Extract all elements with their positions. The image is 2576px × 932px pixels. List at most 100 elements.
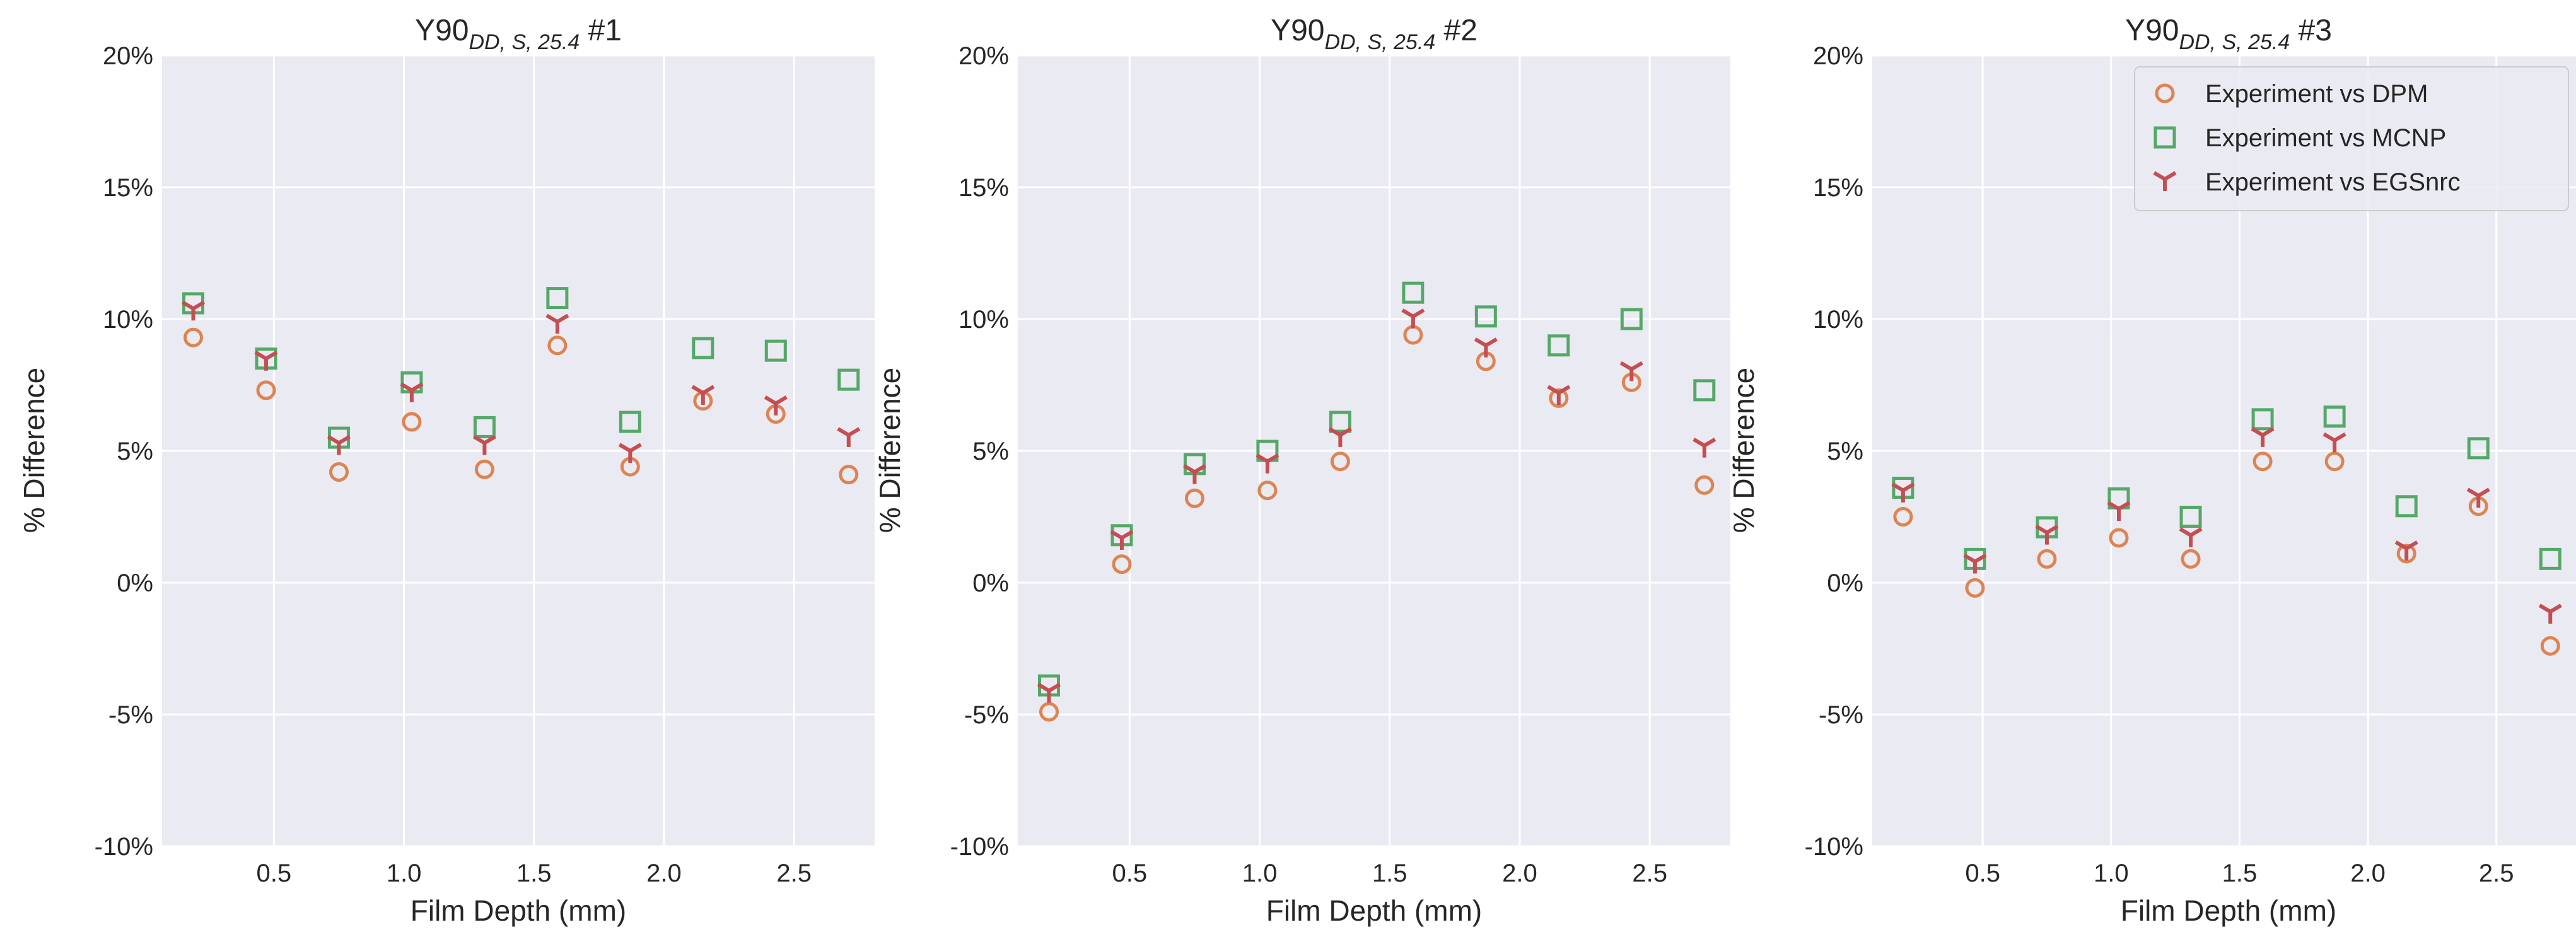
- panel-3-title-suffix: #3: [2290, 14, 2332, 47]
- panel-1-x-tick-label: 1.0: [387, 859, 422, 887]
- panel-3-data-point: [2037, 549, 2057, 569]
- panel-3-data-point: [2538, 603, 2562, 624]
- panel-1-title: Y90DD, S, 25.4 #1: [415, 14, 622, 54]
- panel-2-data-point: [1474, 305, 1497, 328]
- panel-1: Y90DD, S, 25.4 #1 Film Depth (mm) % Diff…: [18, 14, 626, 927]
- panel-3-data-point: [2251, 427, 2275, 447]
- panel-1-x-tick-label: 1.5: [516, 859, 552, 887]
- panel-3-data-point: [2179, 527, 2203, 547]
- panel-1-data-point: [254, 351, 278, 371]
- panel-2-data-point: [1620, 308, 1643, 330]
- panel-1-series-3: [181, 300, 861, 463]
- panel-1-data-point: [472, 434, 496, 455]
- panel-2-data-point: [1330, 451, 1350, 472]
- panel-3-title: Y90DD, S, 25.4 #3: [2125, 14, 2332, 54]
- panel-2-x-tick-label: 0.5: [1112, 859, 1148, 887]
- panel-2-data-point: [1182, 463, 1206, 484]
- panel-1-x-axis-label: Film Depth (mm): [411, 894, 626, 927]
- panel-2-data-point: [1328, 427, 1352, 447]
- panel-1-data-point: [837, 427, 861, 447]
- panel-1-data-point: [545, 313, 569, 334]
- panel-2-title: Y90DD, S, 25.4 #2: [1271, 14, 1477, 54]
- panel-2-plot: -10% -5% 0% 5% 10% 15% 20% 0.5 1.0 1.5 2.0 2.5: [950, 42, 1730, 887]
- panel-1-data-point: [692, 337, 714, 359]
- panel-1-x-tick-label: 2.0: [646, 859, 682, 887]
- panel-1-y-tick-label: 5%: [117, 438, 153, 465]
- panel-1-y-axis-label: % Difference: [18, 368, 50, 533]
- panel-1-x-tick-label: 2.5: [776, 859, 812, 887]
- panel-2-data-point: [1039, 702, 1059, 722]
- panel-3-data-point: [2467, 437, 2490, 460]
- panel-3-x-tick-label: 1.5: [2222, 859, 2258, 887]
- panel-2: Y90DD, S, 25.4 #2 Film Depth (mm) % Diff…: [873, 14, 1482, 927]
- panel-2-y-tick-label: 10%: [959, 306, 1009, 334]
- panel-3-data-point: [2107, 501, 2131, 521]
- panel-3-x-tick-label: 2.5: [2479, 859, 2514, 887]
- legend-marker-3: [2153, 171, 2177, 191]
- panel-2-data-point: [1474, 337, 1498, 358]
- panel-3-data-point: [2251, 408, 2274, 431]
- legend-marker-1: [2155, 83, 2175, 103]
- panel-1-x-tick-label: 0.5: [257, 859, 292, 887]
- panel-2-y-tick-label: -10%: [950, 833, 1009, 861]
- panel-1-data-point: [256, 380, 276, 400]
- panel-3-y-tick-label: -10%: [1805, 833, 1863, 861]
- panel-2-data-point: [1401, 308, 1425, 329]
- panel-3-data-point: [2035, 524, 2059, 545]
- panel-3-data-point: [2324, 451, 2345, 472]
- panel-1-plot: -10% -5% 0% 5% 10% 15% 20% 0.5 1.0 1.5 2.0 2.5: [95, 42, 875, 887]
- panel-2-x-tick-label: 1.0: [1242, 859, 1278, 887]
- panel-2-data-point: [1112, 554, 1132, 574]
- panel-2-data-point: [1547, 334, 1570, 357]
- legend-marker-2: [2153, 126, 2176, 149]
- panel-3-y-tick-label: -5%: [1819, 701, 1863, 729]
- panel-1-y-tick-label: 10%: [103, 306, 153, 334]
- panel-3-x-tick-label: 0.5: [1965, 859, 2000, 887]
- panel-1-data-point: [619, 411, 641, 433]
- panel-3-data-point: [1963, 553, 1987, 574]
- panel-3-y-tick-label: 10%: [1813, 306, 1863, 334]
- panel-2-data-point: [1329, 411, 1351, 433]
- panel-1-data-point: [837, 368, 860, 391]
- panel-3-series-3: [1891, 427, 2562, 624]
- panel-2-data-point: [1693, 379, 1716, 402]
- panel-1-data-point: [839, 465, 859, 485]
- panel-1-data-point: [691, 385, 715, 405]
- legend-label-3: Experiment vs EGSnrc: [2205, 168, 2461, 196]
- panel-2-data-point: [1256, 453, 1279, 474]
- panel-2-y-tick-label: 0%: [972, 569, 1009, 597]
- panel-2-x-tick-label: 2.5: [1632, 859, 1667, 887]
- panel-2-series-3: [1037, 308, 1716, 703]
- panel-3-data-point: [1893, 507, 1913, 527]
- panel-3: Y90DD, S, 25.4 #3 Film Depth (mm) % Diff…: [1727, 14, 2336, 927]
- panel-3-y-tick-label: 5%: [1827, 438, 1863, 465]
- panel-2-title-suffix: #2: [1435, 14, 1477, 47]
- panel-2-y-tick-label: 15%: [959, 174, 1009, 202]
- panel-2-y-tick-label: -5%: [964, 701, 1009, 729]
- panel-3-title-main: Y90: [2125, 14, 2179, 47]
- panel-3-plot: -10% -5% 0% 5% 10% 15% 20% 0.5 1.0 1.5 2.0 2.5 Exper…: [1805, 42, 2576, 887]
- panel-2-x-tick-label: 1.5: [1372, 859, 1407, 887]
- panel-2-data-point: [1184, 488, 1204, 508]
- panel-3-y-tick-label: 15%: [1813, 174, 1863, 202]
- panel-2-y-tick-label: 5%: [972, 438, 1009, 465]
- panel-1-title-suffix: #1: [580, 14, 622, 47]
- panel-3-data-point: [1891, 482, 1915, 503]
- panel-3-data-point: [1965, 578, 1985, 598]
- panel-3-y-axis-label: % Difference: [1727, 368, 1760, 533]
- panel-3-legend: Experiment vs DPM Experiment vs MCNP Exper…: [2134, 66, 2569, 211]
- panel-3-x-tick-label: 1.0: [2094, 859, 2129, 887]
- panel-2-data-point: [1402, 281, 1425, 304]
- panel-3-data-point: [2181, 549, 2201, 569]
- panel-2-data-point: [1694, 475, 1715, 495]
- panel-1-y-tick-label: 15%: [103, 174, 153, 202]
- panel-3-y-tick-label: 20%: [1813, 42, 1863, 70]
- panel-3-data-point: [2396, 544, 2416, 564]
- panel-2-title-main: Y90: [1271, 14, 1324, 47]
- panel-1-data-point: [402, 412, 422, 432]
- panel-1-data-point: [473, 416, 496, 438]
- panel-2-data-point: [1257, 481, 1278, 501]
- panel-1-y-tick-label: 0%: [117, 569, 153, 597]
- panel-1-data-point: [546, 287, 569, 310]
